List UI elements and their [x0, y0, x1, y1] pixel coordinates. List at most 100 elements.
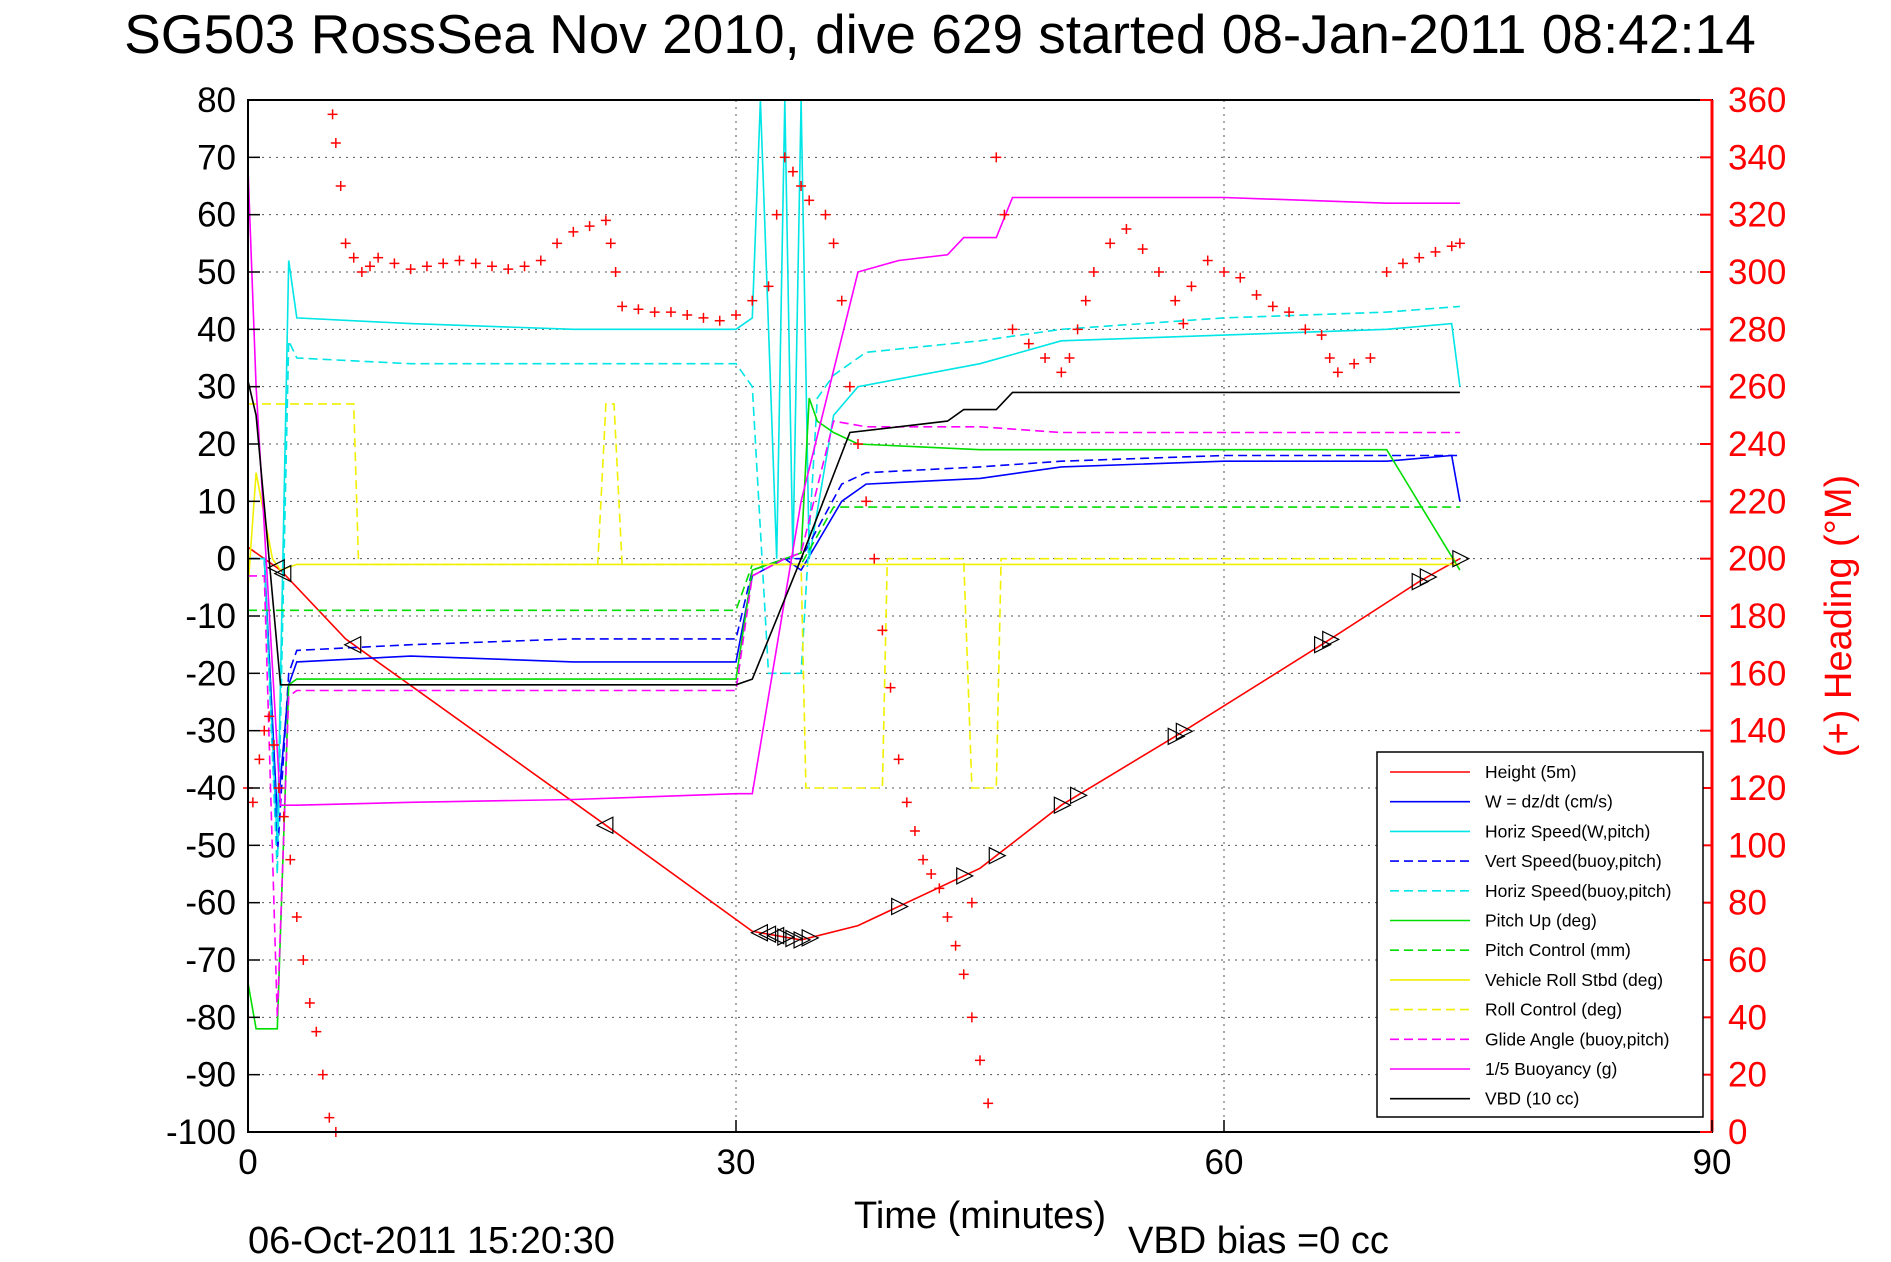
legend-entry: Roll Control (deg): [1390, 1000, 1622, 1020]
heading-point: [1153, 267, 1164, 277]
series-line-9: [248, 420, 1460, 1018]
legend-label: Roll Control (deg): [1485, 1000, 1622, 1020]
series-line-0: [247, 546, 1461, 941]
heading-point: [1072, 324, 1083, 335]
y-tick-label: -20: [185, 654, 236, 693]
heading-point: [348, 252, 359, 263]
legend-entry: Pitch Up (deg): [1390, 911, 1597, 931]
series-line-4: [248, 305, 1460, 875]
heading-point: [438, 258, 449, 269]
height-marker: [273, 564, 292, 583]
heading-point: [1365, 353, 1376, 363]
heading-point: [901, 797, 912, 808]
heading-point: [682, 310, 693, 320]
heading-point: [1267, 301, 1278, 312]
legend-label: 1/5 Buoyancy (g): [1485, 1059, 1617, 1079]
series-line-7: [247, 472, 1460, 588]
heading-point: [966, 1012, 977, 1023]
footer-timestamp: 06-Oct-2011 15:20:30: [248, 1220, 615, 1262]
y-tick-label: -70: [185, 941, 236, 980]
heading-point: [698, 312, 709, 323]
heading-point: [999, 209, 1010, 220]
heading-point: [1088, 267, 1099, 277]
y-axis-ticks: 80 70 60 50 40 30 20 10 0 -10 -20 -30 -40 -50 -60 -70 -8…: [166, 81, 260, 1152]
y2-tick-label: 260: [1728, 368, 1786, 407]
heading-point: [731, 310, 741, 320]
heading-point: [247, 797, 258, 808]
heading-point: [796, 181, 807, 191]
legend-entry: Height (5m): [1390, 762, 1576, 782]
height-marker: [343, 635, 362, 654]
height-triangle-markers: [266, 549, 1471, 949]
heading-point: [298, 955, 309, 965]
heading-point: [421, 261, 432, 272]
heading-point: [1430, 246, 1441, 257]
heading-point: [1284, 307, 1295, 318]
heading-point: [1007, 324, 1018, 335]
height-marker: [891, 897, 910, 916]
heading-point: [1121, 224, 1132, 234]
footer-vbd-bias: VBD bias =0 cc: [1128, 1220, 1389, 1262]
heading-point: [600, 215, 611, 226]
y-tick-label: 80: [197, 81, 236, 120]
y2-tick-label: 40: [1728, 998, 1767, 1037]
heading-point: [779, 152, 790, 163]
legend-entry: Horiz Speed(buoy,pitch): [1390, 881, 1671, 901]
heading-point: [885, 682, 896, 693]
heading-point: [787, 166, 798, 177]
height-marker: [595, 816, 614, 835]
heading-point: [285, 854, 296, 865]
heading-point: [1056, 367, 1067, 378]
legend-entry: W = dz/dt (cm/s): [1390, 792, 1613, 812]
y2-axis-ticks: 3603403203002802602402202001801601401201…: [1700, 81, 1786, 1152]
heading-point: [714, 315, 725, 326]
heading-point: [610, 267, 621, 277]
y2-tick-label: 240: [1728, 425, 1786, 464]
heading-point: [278, 811, 289, 822]
heading-point: [1105, 238, 1116, 249]
y2-tick-label: 180: [1728, 597, 1786, 636]
height-marker: [801, 928, 820, 947]
heading-point: [1080, 295, 1091, 306]
height-marker: [1175, 722, 1194, 741]
heading-point: [535, 255, 546, 266]
y-tick-label: -100: [166, 1113, 236, 1152]
heading-point: [950, 940, 961, 951]
heading-point: [918, 854, 929, 865]
heading-point: [1170, 295, 1181, 306]
heading-point: [1397, 258, 1408, 269]
heading-point: [828, 238, 839, 249]
legend-entry: Horiz Speed(W,pitch): [1390, 821, 1650, 841]
heading-point: [836, 295, 847, 306]
y-tick-label: -30: [185, 712, 236, 751]
heading-point: [259, 725, 270, 736]
y-tick-label: -40: [185, 769, 236, 808]
heading-point: [983, 1098, 994, 1109]
y-tick-label: -50: [185, 826, 236, 865]
height-marker: [266, 558, 285, 577]
heading-point: [1316, 330, 1327, 341]
legend-label: Height (5m): [1485, 762, 1576, 782]
y2-tick-label: 140: [1728, 712, 1786, 751]
heading-point: [861, 496, 872, 507]
heading-point: [633, 304, 644, 315]
heading-point: [934, 883, 945, 894]
heading-point: [552, 238, 563, 249]
height-marker: [956, 866, 975, 885]
heading-point: [273, 783, 284, 793]
heading-point: [958, 969, 969, 980]
heading-point: [503, 264, 514, 275]
heading-point: [804, 195, 815, 206]
heading-point: [317, 1069, 328, 1080]
y2-tick-label: 200: [1728, 540, 1786, 579]
heading-point: [327, 109, 338, 120]
heading-point: [1235, 272, 1246, 283]
y-tick-label: 40: [197, 310, 236, 349]
legend-label: VBD (10 cc): [1485, 1089, 1579, 1109]
heading-point: [1137, 244, 1148, 255]
heading-point: [470, 258, 481, 269]
heading-point: [330, 138, 341, 148]
heading-point: [335, 181, 346, 191]
height-marker: [750, 923, 769, 942]
heading-point: [568, 226, 579, 237]
